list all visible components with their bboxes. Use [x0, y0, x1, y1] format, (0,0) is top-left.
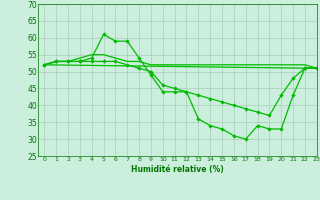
X-axis label: Humidité relative (%): Humidité relative (%): [131, 165, 224, 174]
